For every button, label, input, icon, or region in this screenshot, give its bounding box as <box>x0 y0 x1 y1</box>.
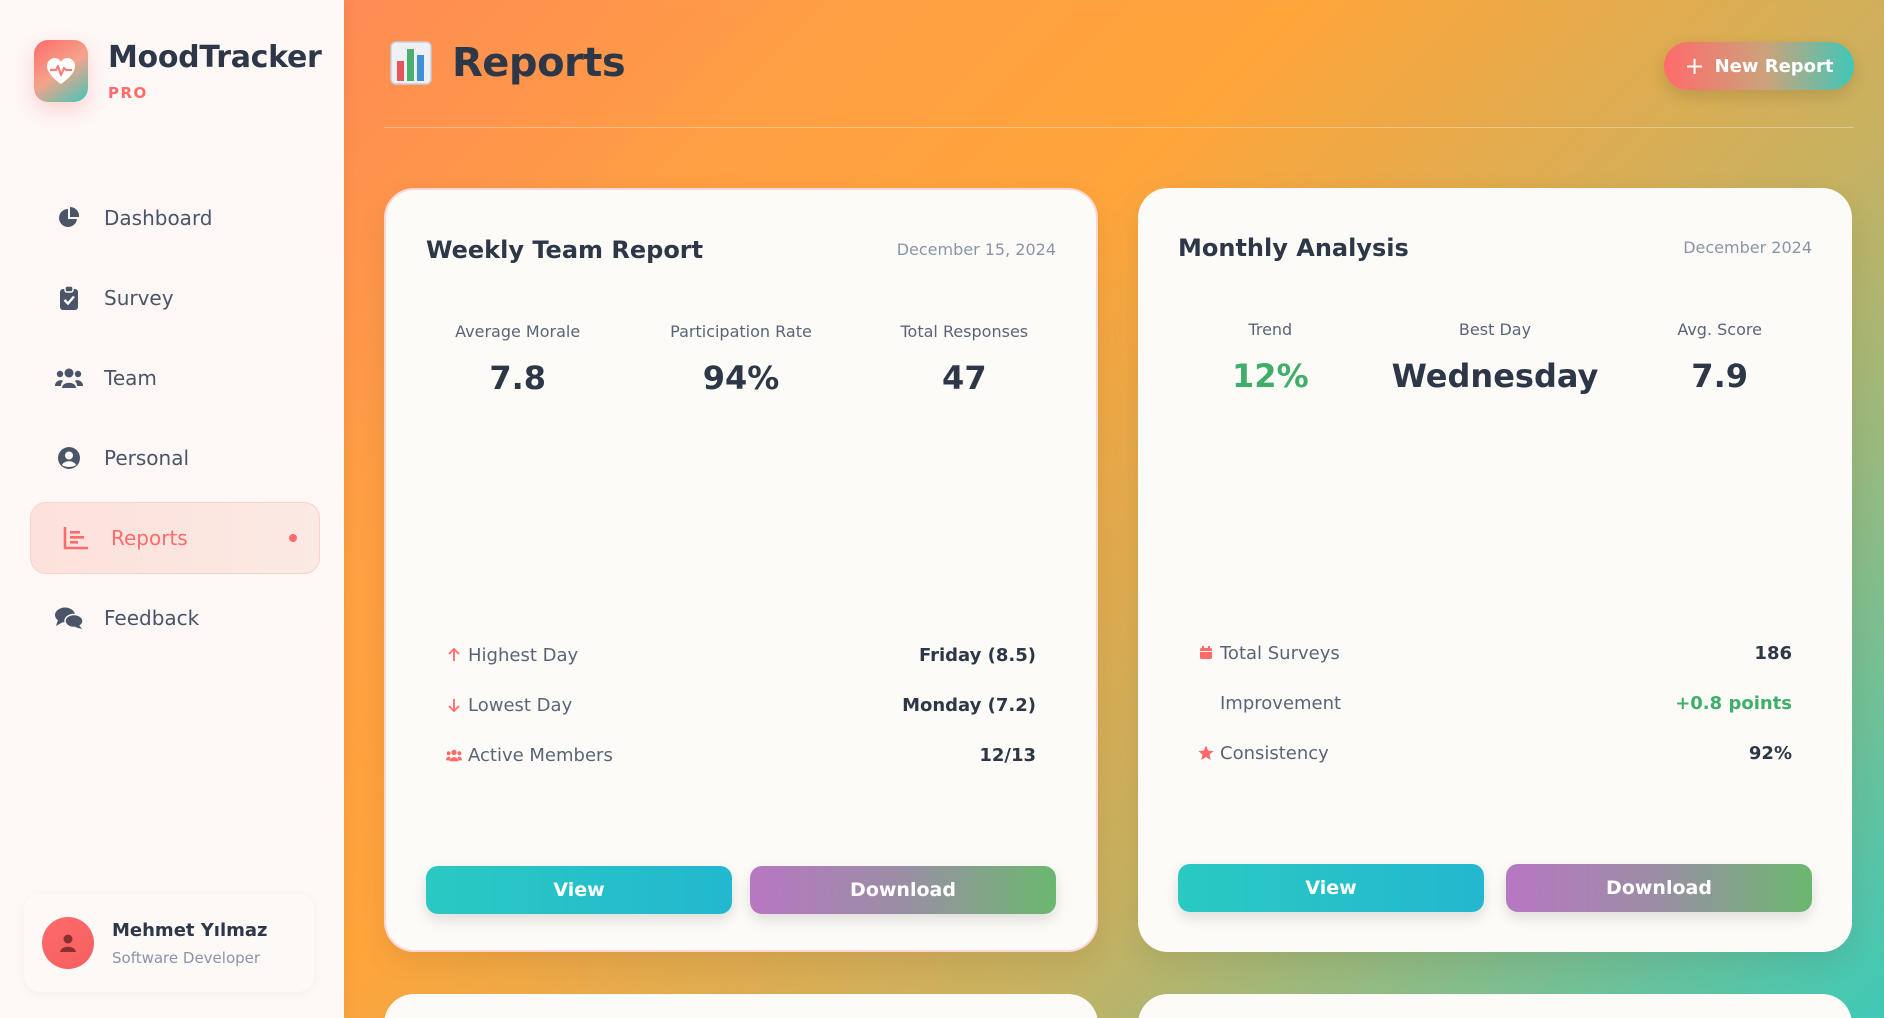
stat-total-responses: Total Responses 47 <box>854 322 1075 397</box>
detail-value: Friday (8.5) <box>918 644 1036 666</box>
bar-chart-emoji-icon <box>390 41 432 85</box>
card-actions: View Download <box>1178 864 1812 912</box>
stat-value: Wednesday <box>1391 357 1599 395</box>
report-card-monthly[interactable]: Monthly Analysis December 2024 Trend 12%… <box>1138 188 1852 952</box>
sidebar-item-label: Dashboard <box>104 206 213 230</box>
stat-value: 7.8 <box>489 359 546 397</box>
avatar <box>42 917 94 969</box>
detail-list: Highest Day Friday (8.5) Lowest Day Mond… <box>446 630 1036 780</box>
card-date: December 2024 <box>1683 238 1812 257</box>
detail-row-active-members: Active Members 12/13 <box>446 730 1036 780</box>
new-report-label: New Report <box>1714 55 1834 77</box>
users-icon <box>446 748 462 762</box>
card-title: Monthly Analysis <box>1178 234 1409 262</box>
sidebar-item-reports[interactable]: Reports <box>30 502 320 574</box>
detail-row-lowest-day: Lowest Day Monday (7.2) <box>446 680 1036 730</box>
view-button[interactable]: View <box>1178 864 1484 912</box>
report-card-peek[interactable] <box>384 994 1098 1018</box>
plan-badge: PRO <box>108 84 148 102</box>
stat-label: Average Morale <box>455 322 581 341</box>
detail-label: Improvement <box>1220 692 1342 714</box>
stat-label: Total Responses <box>900 322 1029 341</box>
detail-row-total-surveys: Total Surveys 186 <box>1198 628 1792 678</box>
users-icon <box>54 363 84 393</box>
plus-icon: + <box>1684 52 1705 80</box>
detail-value: +0.8 points <box>1675 692 1792 714</box>
calendar-icon <box>1198 646 1214 660</box>
card-actions: View Download <box>426 866 1056 914</box>
detail-label: Consistency <box>1220 742 1329 764</box>
user-circle-icon <box>54 443 84 473</box>
clipboard-check-icon <box>54 283 84 313</box>
detail-label: Active Members <box>468 744 613 766</box>
new-report-button[interactable]: + New Report <box>1664 42 1854 90</box>
stat-label: Trend <box>1248 320 1293 339</box>
stat-best-day: Best Day Wednesday <box>1384 320 1606 395</box>
brand-name: MoodTracker <box>108 40 322 75</box>
brand[interactable]: MoodTracker PRO <box>34 40 322 102</box>
active-indicator-dot <box>289 534 297 542</box>
stat-average-morale: Average Morale 7.8 <box>407 322 628 397</box>
page-title-text: Reports <box>452 40 626 86</box>
stat-avg-score: Avg. Score 7.9 <box>1608 320 1830 395</box>
detail-list: Total Surveys 186 Improvement +0.8 point… <box>1198 628 1792 778</box>
detail-row-consistency: Consistency 92% <box>1198 728 1792 778</box>
download-button[interactable]: Download <box>750 866 1056 914</box>
star-icon <box>1198 745 1214 761</box>
arrow-up-icon <box>446 648 462 662</box>
detail-value: 12/13 <box>979 744 1036 766</box>
stat-participation-rate: Participation Rate 94% <box>630 322 851 397</box>
stat-trend: Trend 12% <box>1159 320 1381 395</box>
sidebar-item-label: Personal <box>104 446 190 470</box>
stat-label: Best Day <box>1458 320 1532 339</box>
card-title: Weekly Team Report <box>426 236 704 264</box>
detail-row-improvement: Improvement +0.8 points <box>1198 678 1792 728</box>
sidebar-item-label: Reports <box>111 526 188 550</box>
detail-label: Highest Day <box>468 644 579 666</box>
pie-chart-icon <box>54 203 84 233</box>
heart-pulse-icon <box>34 40 88 102</box>
stat-value: 94% <box>702 359 780 397</box>
sidebar-item-label: Feedback <box>104 606 200 630</box>
user-name: Mehmet Yılmaz <box>112 919 268 941</box>
page-title: Reports <box>390 40 626 86</box>
detail-value: Monday (7.2) <box>902 694 1036 716</box>
stat-label: Participation Rate <box>670 322 812 341</box>
download-button[interactable]: Download <box>1506 864 1812 912</box>
detail-value: 186 <box>1754 642 1792 664</box>
sidebar-item-survey[interactable]: Survey <box>30 262 320 334</box>
page-header: Reports + New Report <box>384 38 1854 128</box>
stat-value: 12% <box>1232 357 1309 395</box>
sidebar-item-feedback[interactable]: Feedback <box>30 582 320 654</box>
detail-label: Total Surveys <box>1220 642 1340 664</box>
stats-row: Trend 12% Best Day Wednesday Avg. Score … <box>1158 320 1832 395</box>
stat-value: 7.9 <box>1691 357 1748 395</box>
arrow-down-icon <box>446 698 462 712</box>
view-button[interactable]: View <box>426 866 732 914</box>
user-role: Software Developer <box>112 948 261 967</box>
sidebar-item-team[interactable]: Team <box>30 342 320 414</box>
comments-icon <box>54 603 84 633</box>
detail-label: Lowest Day <box>468 694 573 716</box>
report-card-peek[interactable] <box>1138 994 1852 1018</box>
sidebar-item-personal[interactable]: Personal <box>30 422 320 494</box>
report-card-weekly[interactable]: Weekly Team Report December 15, 2024 Ave… <box>384 188 1098 952</box>
sidebar-nav: Dashboard Survey Team Personal Reports <box>30 182 320 662</box>
stat-label: Avg. Score <box>1677 320 1762 339</box>
user-profile-card[interactable]: Mehmet Yılmaz Software Developer <box>24 894 314 992</box>
detail-value: 92% <box>1748 742 1792 764</box>
card-date: December 15, 2024 <box>896 240 1056 259</box>
bar-chart-icon <box>61 523 91 553</box>
sidebar-item-dashboard[interactable]: Dashboard <box>30 182 320 254</box>
stats-row: Average Morale 7.8 Participation Rate 94… <box>406 322 1076 397</box>
sidebar-item-label: Survey <box>104 286 174 310</box>
detail-row-highest-day: Highest Day Friday (8.5) <box>446 630 1036 680</box>
stat-value: 47 <box>942 359 987 397</box>
sidebar-item-label: Team <box>104 366 157 390</box>
sidebar: MoodTracker PRO Dashboard Survey Team <box>0 0 344 1018</box>
user-icon <box>60 934 76 952</box>
